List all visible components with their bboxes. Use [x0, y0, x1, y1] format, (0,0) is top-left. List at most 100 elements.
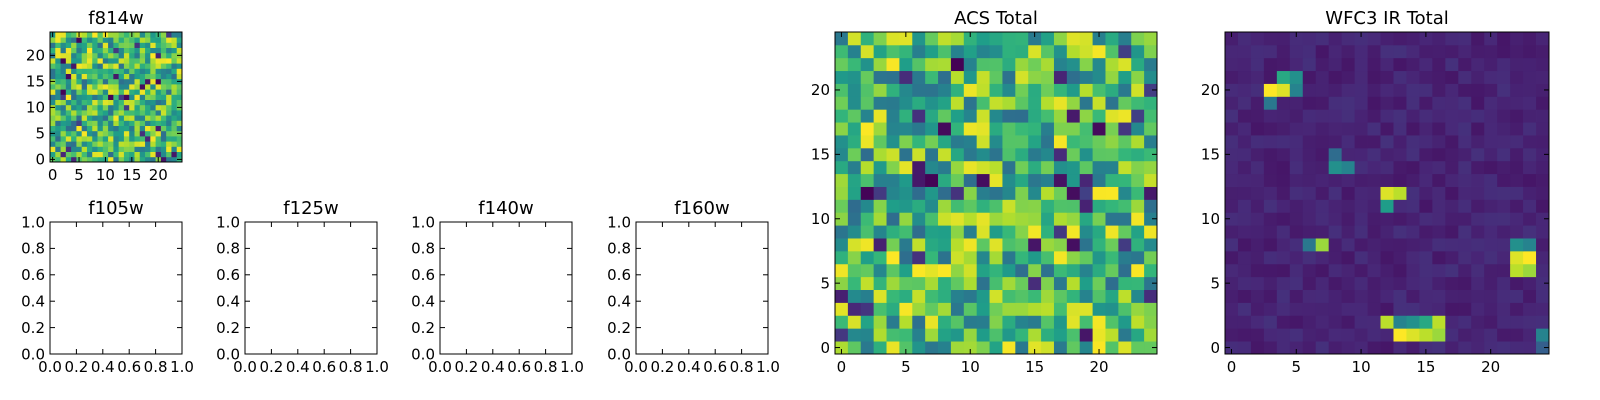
heatmap-cell: [847, 109, 862, 123]
heatmap-cell: [1276, 32, 1291, 46]
heatmap-cell: [963, 328, 978, 342]
heatmap-cell: [150, 151, 156, 158]
heatmap-cell: [1367, 186, 1381, 200]
heatmap-cell: [171, 156, 178, 163]
y-tick-label: 0.0: [216, 345, 240, 363]
heatmap-cell: [1367, 160, 1381, 175]
heatmap-cell: [65, 68, 72, 74]
heatmap-cell: [1354, 122, 1368, 136]
heatmap-cell: [976, 276, 990, 290]
heatmap-cell: [899, 135, 913, 149]
heatmap-cell: [1028, 328, 1042, 342]
heatmap-cell: [1118, 315, 1132, 329]
heatmap-cell: [1302, 83, 1317, 97]
heatmap-cell: [1105, 32, 1119, 46]
heatmap-cell: [160, 125, 167, 132]
heatmap-cell: [86, 104, 93, 111]
heatmap-cell: [92, 73, 98, 80]
heatmap-cell: [145, 104, 151, 111]
heatmap-cell: [1105, 276, 1119, 290]
heatmap-cell: [925, 289, 939, 303]
heatmap-cell: [1002, 341, 1016, 355]
heatmap-cell: [171, 58, 178, 64]
heatmap-cell: [145, 52, 151, 59]
heatmap-cell: [1066, 199, 1081, 213]
heatmap-cell: [963, 70, 978, 84]
heatmap-cell: [847, 57, 862, 72]
heatmap-cell: [1406, 109, 1420, 123]
heatmap-cell: [118, 52, 125, 59]
heatmap-cell: [1028, 302, 1042, 316]
heatmap-cell: [899, 44, 913, 59]
heatmap-cell: [145, 89, 151, 95]
heatmap-cell: [873, 96, 887, 110]
heatmap-cell: [134, 73, 141, 80]
heatmap-cell: [873, 328, 887, 342]
heatmap-cell: [1328, 263, 1343, 278]
heatmap-cell: [150, 78, 156, 85]
heatmap-cell: [847, 32, 862, 46]
heatmap-cell: [1250, 250, 1265, 265]
heatmap-cell: [873, 315, 887, 329]
heatmap-cell: [160, 120, 167, 126]
heatmap-cell: [145, 32, 151, 38]
heatmap-cell: [1341, 44, 1355, 59]
heatmap-cell: [1471, 160, 1485, 175]
heatmap-cell: [65, 89, 72, 95]
heatmap-cell: [55, 99, 61, 106]
heatmap-cell: [129, 141, 135, 147]
heatmap-cell: [1079, 147, 1093, 162]
heatmap-cell: [1002, 315, 1016, 329]
heatmap-cell: [1237, 276, 1252, 290]
heatmap-cell: [102, 141, 109, 147]
heatmap-cell: [1406, 212, 1420, 226]
heatmap-cell: [1225, 186, 1239, 200]
heatmap-cell: [847, 225, 862, 239]
heatmap-cell: [1028, 32, 1042, 46]
heatmap-cell: [963, 250, 978, 265]
heatmap-cell: [97, 63, 104, 69]
heatmap-cell: [1497, 276, 1511, 290]
heatmap-cell: [176, 42, 183, 48]
heatmap-cell: [1225, 212, 1239, 226]
heatmap-cell: [1341, 83, 1355, 97]
heatmap-cell: [860, 122, 875, 136]
heatmap-cell: [65, 141, 72, 147]
y-tick-label: 10: [1201, 210, 1220, 228]
heatmap-cell: [76, 146, 83, 152]
heatmap-cell: [76, 68, 83, 74]
heatmap-cell: [102, 47, 109, 54]
heatmap-cell: [925, 186, 939, 200]
heatmap-cell: [123, 42, 130, 48]
heatmap-cell: [1510, 44, 1524, 59]
heatmap-cell: [60, 136, 67, 142]
heatmap-cell: [145, 146, 151, 152]
heatmap-cell: [847, 147, 862, 162]
heatmap-cell: [1302, 276, 1317, 290]
heatmap-cell: [1131, 160, 1145, 175]
heatmap-cell: [1445, 96, 1459, 110]
heatmap-cell: [1497, 289, 1511, 303]
panel-title: f140w: [478, 198, 533, 219]
x-tick-label: 0.2: [454, 358, 478, 376]
heatmap-cell: [86, 130, 93, 137]
heatmap-cell: [113, 52, 120, 59]
heatmap-cell: [108, 42, 114, 48]
heatmap-cell: [1276, 225, 1291, 239]
heatmap-cell: [155, 130, 162, 137]
heatmap-cell: [86, 68, 93, 74]
heatmap-cell: [1432, 173, 1446, 187]
heatmap-cell: [71, 37, 77, 43]
heatmap-cell: [899, 199, 913, 213]
heatmap-cell: [1079, 44, 1093, 59]
heatmap-cell: [938, 212, 952, 226]
heatmap-cell: [129, 84, 135, 90]
heatmap-cell: [1092, 238, 1106, 252]
heatmap-cell: [1237, 160, 1252, 175]
heatmap-cell: [1002, 70, 1016, 84]
heatmap-cell: [1367, 328, 1381, 342]
heatmap-cell: [1328, 212, 1343, 226]
heatmap-cell: [1066, 250, 1081, 265]
heatmap-cell: [145, 110, 151, 116]
